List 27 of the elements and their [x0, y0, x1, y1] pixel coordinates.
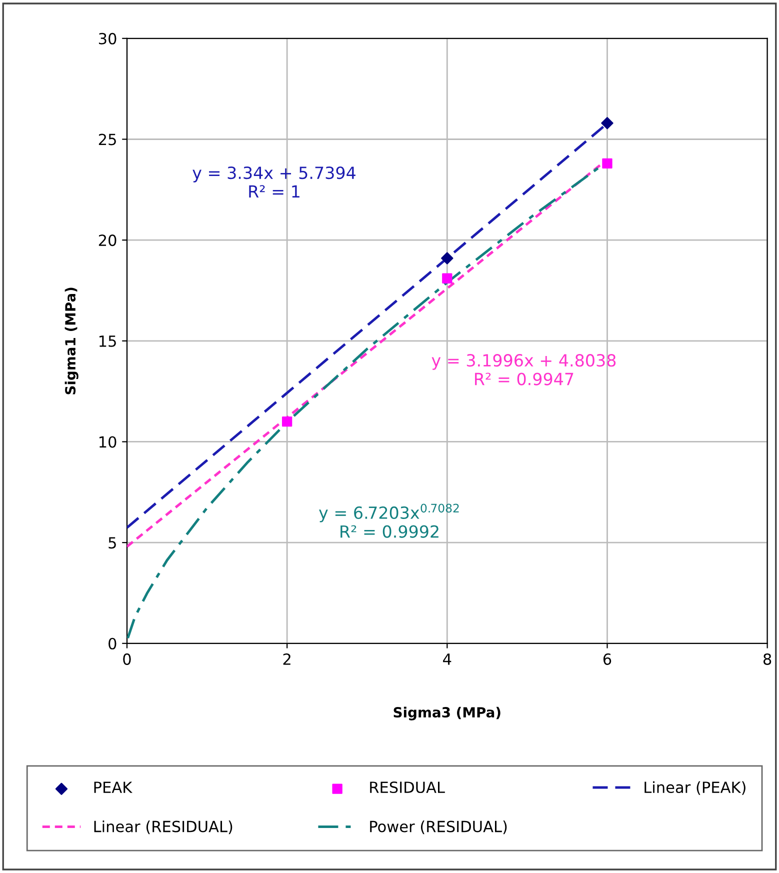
legend-label: Linear (RESIDUAL) — [94, 820, 232, 834]
x-tick-label: 6 — [603, 653, 612, 665]
y-tick-label: 15 — [99, 336, 116, 347]
legend-label: PEAK — [94, 782, 132, 793]
x-tick-label: 4 — [443, 654, 452, 665]
annotation: y = 3.1996x + 4.8038 R² = 0.9947 — [432, 354, 616, 386]
y-tick-label: 10 — [99, 436, 116, 448]
annotation: y = 6.7203x$^{0.7082}$ R² = 0.9992 — [319, 504, 459, 538]
x-tick-label: 0 — [123, 653, 131, 665]
point — [602, 158, 612, 169]
y-tick-label: 5 — [108, 537, 116, 549]
point — [601, 117, 614, 130]
point — [442, 273, 452, 284]
x-tick-label: 8 — [763, 653, 772, 665]
annotation: y = 3.34x + 5.7394 R² = 1 — [192, 166, 356, 198]
legend-label: Power (RESIDUAL) — [370, 820, 507, 834]
y-tick-label: 25 — [98, 134, 116, 146]
x-axis-title: Sigma3 (MPa) — [394, 706, 500, 720]
y-tick-label: 20 — [98, 234, 116, 246]
point — [282, 416, 292, 427]
y-tick-label: 30 — [98, 32, 116, 44]
x-tick-label: 2 — [283, 653, 290, 665]
point — [441, 252, 454, 264]
legend-label: RESIDUAL — [370, 781, 445, 794]
legend-label: Linear (PEAK) — [644, 781, 746, 795]
y-axis-title: Sigma1 (MPa) — [64, 288, 78, 394]
y-tick-label: 0 — [108, 638, 116, 650]
